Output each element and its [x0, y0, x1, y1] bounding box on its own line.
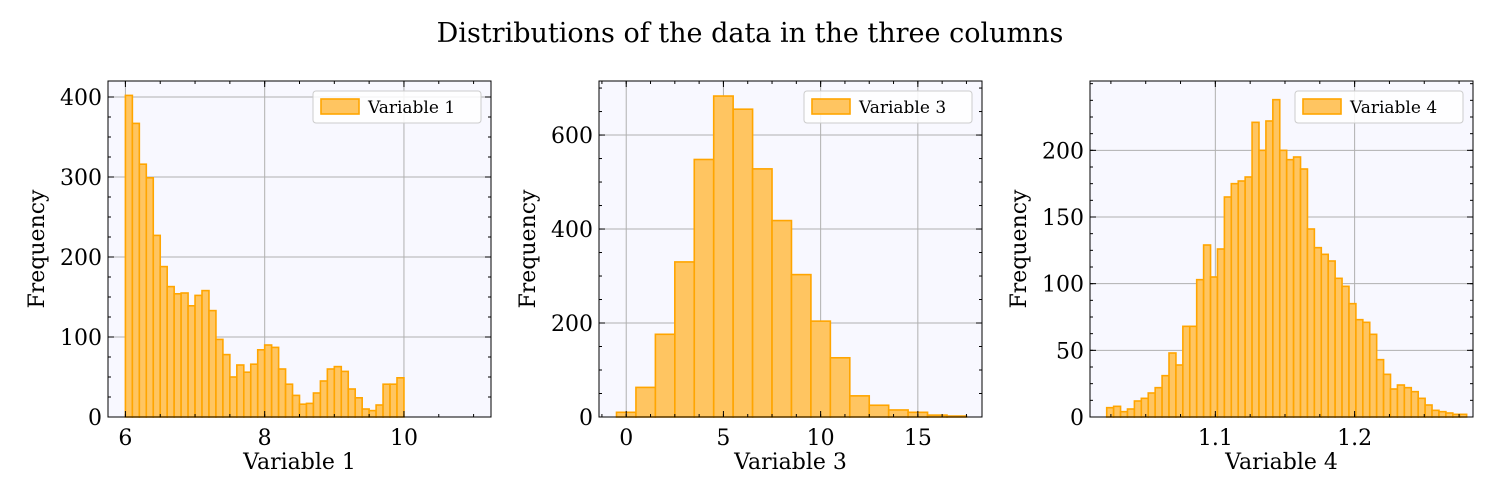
- y-tick-label: 100: [1042, 273, 1084, 298]
- histogram-bar: [1182, 325, 1191, 418]
- histogram-bar: [1445, 412, 1454, 418]
- y-tick-label: 50: [1056, 339, 1084, 364]
- figure-title: Distributions of the data in the three c…: [436, 18, 1064, 49]
- histogram-bar: [1285, 158, 1295, 418]
- histogram-bar: [1382, 373, 1392, 418]
- histogram-bar: [1112, 405, 1122, 418]
- histogram-bar: [1410, 390, 1419, 418]
- histogram-bar: [1195, 278, 1205, 418]
- histogram-bar: [1313, 246, 1323, 418]
- histogram-bar: [1403, 386, 1413, 418]
- histogram-bar: [1244, 176, 1253, 418]
- x-tick-label: 8: [258, 426, 272, 451]
- histogram-bar: [1327, 260, 1336, 418]
- histogram-bar: [1292, 156, 1302, 418]
- legend-swatch: [320, 98, 360, 115]
- histogram-bar: [1368, 333, 1378, 418]
- x-axis-label: Variable 3: [733, 450, 847, 475]
- histogram-bar: [1431, 409, 1440, 418]
- histogram-bar: [1438, 410, 1447, 418]
- y-tick-label: 0: [88, 406, 102, 431]
- y-axis-label: Frequency: [516, 189, 541, 309]
- y-axis-label: Frequency: [25, 189, 50, 309]
- histogram-bar: [1334, 277, 1343, 418]
- x-axis-label: Variable 4: [1224, 450, 1338, 475]
- axes-frame: [598, 80, 983, 418]
- x-axis-label: Variable 1: [242, 450, 356, 475]
- histogram-bar: [1299, 168, 1309, 418]
- y-tick-label: 100: [60, 326, 102, 351]
- histogram-bar: [1306, 228, 1316, 418]
- y-tick-label: 0: [579, 406, 593, 431]
- histogram-bar: [1126, 408, 1136, 418]
- y-tick-label: 150: [1042, 206, 1084, 231]
- x-tick-label: 1.1: [1198, 426, 1233, 451]
- legend-swatch: [811, 98, 851, 115]
- legend-label: Variable 3: [858, 98, 946, 118]
- axes-frame: [1089, 80, 1474, 418]
- y-tick-label: 400: [60, 86, 102, 111]
- histogram-bar: [1355, 318, 1364, 418]
- histogram-bar: [1396, 384, 1406, 418]
- histogram-bar: [1348, 302, 1357, 418]
- y-tick-label: 600: [551, 124, 593, 149]
- histogram-bar: [1119, 410, 1129, 418]
- x-tick-label: 10: [807, 426, 835, 451]
- histogram-bar: [1272, 98, 1281, 418]
- legend-swatch: [1302, 98, 1342, 115]
- y-tick-label: 200: [60, 246, 102, 271]
- histogram-bar: [1140, 397, 1150, 418]
- histogram-bar: [1216, 248, 1226, 418]
- y-tick-label: 200: [551, 312, 593, 337]
- histogram-bar: [1105, 406, 1115, 418]
- histogram-bar: [1389, 388, 1399, 418]
- histogram-bar: [1341, 285, 1350, 418]
- legend-label: Variable 4: [1349, 98, 1437, 118]
- legend-label: Variable 1: [367, 98, 455, 118]
- y-tick-label: 200: [1042, 139, 1084, 164]
- axes-frame: [107, 80, 492, 418]
- histogram-bar: [1223, 196, 1233, 418]
- x-tick-label: 10: [390, 426, 418, 451]
- x-tick-label: 5: [716, 426, 730, 451]
- x-tick-label: 0: [619, 426, 633, 451]
- histogram-bar: [1265, 120, 1274, 418]
- histogram-bar: [1258, 149, 1267, 418]
- y-tick-label: 0: [1070, 406, 1084, 431]
- x-tick-label: 1.2: [1337, 426, 1372, 451]
- y-tick-label: 400: [551, 218, 593, 243]
- histogram-bar: [1202, 244, 1212, 418]
- histogram-bar: [1175, 364, 1184, 418]
- x-tick-label: 6: [118, 426, 132, 451]
- histogram-bar: [1154, 386, 1163, 418]
- histogram-bar: [1161, 374, 1170, 418]
- histogram-bar: [1168, 352, 1177, 418]
- histogram-bar: [1278, 149, 1288, 418]
- histogram-bar: [1209, 276, 1219, 418]
- histogram-bar: [1320, 253, 1330, 418]
- histogram-bar: [1424, 404, 1433, 418]
- histogram-bar: [1147, 392, 1156, 418]
- y-axis-label: Frequency: [1007, 189, 1032, 309]
- histogram-bar: [1133, 400, 1143, 418]
- histogram-bar: [1375, 358, 1385, 418]
- histogram-bar: [1230, 182, 1240, 418]
- y-tick-label: 300: [60, 166, 102, 191]
- histogram-bar: [1237, 180, 1246, 418]
- x-tick-label: 15: [904, 426, 932, 451]
- histogram-bar: [1362, 321, 1371, 418]
- histogram-bar: [1251, 121, 1260, 418]
- histogram-bar: [1188, 325, 1198, 418]
